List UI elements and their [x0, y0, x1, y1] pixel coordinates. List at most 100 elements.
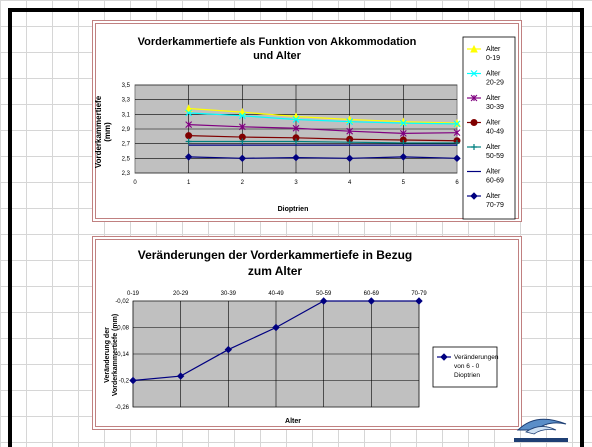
chart1-data-point	[453, 120, 461, 128]
chart2-xlabel: Alter	[285, 418, 301, 425]
chart2-data-point	[319, 297, 328, 305]
chart2-y-tick-label: -0,14	[115, 352, 129, 358]
chart1-legend-marker	[470, 44, 478, 53]
chart1-data-point	[453, 154, 461, 163]
slide-frame-right	[580, 8, 584, 447]
chart-accommodation-age: Vorderkammertiefe als Funktion von Akkom…	[92, 20, 522, 222]
chart1-data-point	[238, 112, 246, 120]
chart1-series-line	[188, 156, 458, 159]
chart1-legend-label: 20-29	[486, 80, 504, 87]
chart1-legend-marker	[470, 119, 478, 126]
chart1-data-point	[399, 119, 407, 127]
chart-change-svg: Veränderungen der Vorderkammertiefe in B…	[104, 248, 499, 425]
chart2-y-tick-label: -0,02	[115, 299, 129, 305]
chart2-y-tick-label: -0,08	[115, 326, 129, 332]
chart1-data-point	[346, 139, 353, 146]
chart1-legend-marker	[470, 192, 478, 200]
chart1-data-point	[184, 153, 193, 161]
chart1-legend-label: Alter	[486, 71, 501, 78]
chart1-x-tick-label: 0	[133, 180, 137, 186]
chart2-y-tick-label: -0,2	[119, 379, 130, 385]
chart1-data-point	[293, 138, 299, 145]
chart1-y-tick-label: 2,3	[122, 171, 131, 177]
chart2-x-tick-label: 0-19	[127, 291, 140, 297]
chart2-data-point	[272, 323, 280, 332]
chart2-legend-label: Veränderungen	[454, 354, 499, 361]
chart1-legend-label: 70-79	[486, 202, 504, 209]
chart1-series-line	[188, 135, 458, 142]
chart1-legend-label: 40-49	[486, 129, 504, 136]
chart1-y-tick-label: 3,5	[122, 83, 131, 89]
chart2-legend: Veränderungen von 6 - 0 Dioptrien	[432, 346, 499, 388]
chart1-data-point	[345, 154, 354, 163]
chart1-series-line	[188, 124, 458, 135]
chart1-y-tick-label: 2,9	[122, 127, 131, 133]
chart1-legend-label: Alter	[486, 120, 501, 127]
chart1-x-tick-label: 5	[402, 180, 406, 186]
chart1-series-line	[188, 140, 457, 144]
eye-logo-icon	[514, 418, 568, 442]
chart1-legend-marker	[470, 70, 478, 77]
chart1-legend-box	[462, 36, 516, 220]
chart1-y-tick-label: 2,7	[122, 142, 131, 148]
chart1-legend-label: 0-19	[486, 55, 500, 62]
chart2-title-line2: zum Alter	[248, 264, 303, 278]
chart1-data-point	[292, 124, 300, 132]
chart1-data-point	[346, 127, 354, 135]
chart2-x-tick-label: 70-79	[411, 291, 427, 297]
chart1-data-point	[239, 138, 246, 145]
chart1-data-point	[185, 138, 192, 145]
chart1-x-tick-label: 1	[187, 180, 191, 186]
chart1-title-line1: Vorderkammertiefe als Funktion von Akkom…	[138, 36, 417, 48]
chart1-y-tick-label: 3,1	[122, 112, 131, 118]
chart1-data-point	[346, 118, 354, 126]
chart1-x-tick-label: 2	[241, 180, 245, 186]
chart2-data-point	[224, 345, 233, 354]
chart2-plot-area: -0,02 -0,08 -0,14 -0,2 -0,26 0-19 20-29 30-39 40…	[115, 291, 427, 411]
chart1-ylabel-line1: Vorderkammertiefe	[94, 95, 103, 168]
chart1-data-point	[399, 153, 408, 161]
chart2-data-point	[367, 297, 376, 305]
chart1-title-line2: und Alter	[253, 50, 302, 62]
chart1-data-point	[238, 123, 246, 131]
chart1-x-tick-label: 4	[348, 180, 352, 186]
chart1-legend-label: 30-39	[486, 104, 504, 111]
chart1-data-point	[238, 154, 247, 163]
slide-frame-top	[8, 8, 584, 12]
chart-change-by-age: Veränderungen der Vorderkammertiefe in B…	[92, 236, 522, 430]
chart1-y-tick-label: 3,3	[122, 98, 131, 104]
chart2-data-point	[415, 297, 423, 305]
chart1-xlabel: Dioptrien	[278, 206, 309, 213]
chart1-legend-label: 60-69	[486, 178, 504, 185]
chart1-data-point	[292, 116, 300, 123]
chart1-data-point	[185, 132, 193, 140]
chart1-legend-label: Alter	[486, 169, 501, 176]
chart2-x-tick-label: 50-59	[316, 291, 332, 297]
chart1-legend-label: Alter	[486, 193, 501, 200]
chart2-data-point	[129, 376, 137, 385]
chart2-data-point	[176, 372, 185, 380]
chart2-x-tick-label: 20-29	[173, 291, 189, 297]
chart2-legend-label: Dioptrien	[454, 372, 480, 379]
chart2-title-line1: Veränderungen der Vorderkammertiefe in B…	[138, 248, 413, 262]
chart1-x-tick-label: 6	[455, 180, 459, 186]
chart2-y-tick-label: -0,26	[115, 405, 129, 411]
chart1-data-point	[185, 121, 193, 128]
chart2-ylabel-line2: Vorderkammertiefe (mm)	[112, 314, 119, 396]
chart1-plot-area: 3,5 3,3 3,1 2,9 2,7 2,5 2,30 1 2 3 4 5 6	[122, 83, 461, 186]
chart1-data-point	[292, 153, 300, 162]
chart1-legend-marker	[470, 94, 478, 102]
chart1-legend-label: Alter	[486, 95, 501, 102]
chart-accommodation-svg: Vorderkammertiefe als Funktion von Akkom…	[94, 36, 516, 220]
chart1-x-tick-label: 3	[294, 180, 298, 186]
chart1-legend-label: Alter	[486, 144, 501, 151]
chart1-legend-label: Alter	[486, 46, 501, 53]
chart1-legend-marker	[471, 144, 477, 150]
chart1-data-point	[184, 104, 193, 112]
chart1-legend: Alter 0-19 Alter 20-29 Alter 30-39 Alter 40-49 A…	[462, 36, 516, 220]
chart1-legend-label: 50-59	[486, 153, 504, 160]
chart2-legend-label: von 6 - 0	[454, 363, 480, 370]
chart2-ylabel-line1: Veränderung der	[104, 327, 111, 383]
chart2-x-tick-label: 30-39	[221, 291, 237, 297]
